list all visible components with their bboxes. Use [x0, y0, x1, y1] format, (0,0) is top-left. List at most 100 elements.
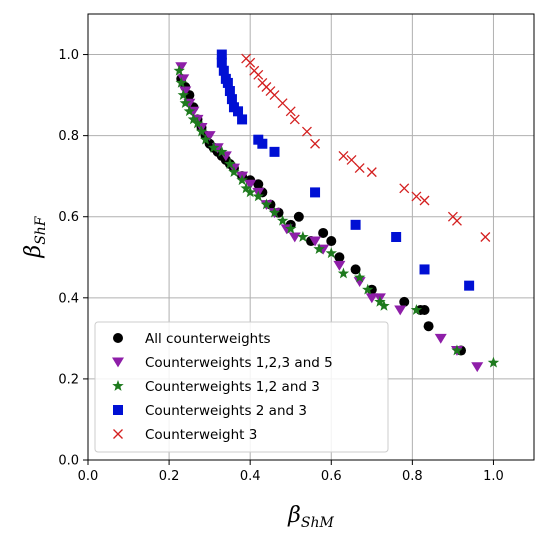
data-point-star	[175, 76, 187, 88]
x-tick-label: 0.4	[240, 469, 261, 484]
data-point-star	[179, 97, 192, 109]
data-point-star	[252, 190, 264, 202]
data-point-star	[177, 89, 189, 100]
data-point-x	[354, 163, 365, 174]
legend-box	[94, 321, 389, 453]
data-point-circle	[253, 179, 264, 190]
plot-frame	[87, 13, 535, 461]
x-marker-stroke	[289, 114, 300, 125]
data-point-star	[276, 214, 289, 226]
data-point-triangle-down	[175, 62, 188, 73]
x-marker-stroke	[452, 215, 462, 226]
legend-marker-triangle-down	[112, 357, 124, 368]
data-point-square	[237, 114, 248, 125]
x-marker-stroke	[269, 90, 280, 101]
data-point-triangle-down	[353, 277, 366, 287]
y-tick-label: 0.4	[58, 291, 79, 306]
data-point-x	[277, 98, 288, 109]
x-marker-stroke	[277, 98, 288, 109]
legend-entry-label: Counterweights 2 and 3	[145, 403, 307, 419]
data-point-star	[297, 231, 309, 242]
data-point-square	[419, 264, 430, 275]
data-point-star	[268, 206, 281, 218]
data-point-square	[257, 138, 268, 149]
data-point-triangle-down	[394, 305, 407, 316]
y-tick-label: 1.0	[58, 48, 79, 63]
data-point-star	[240, 182, 252, 194]
data-point-star	[451, 344, 463, 356]
x-axis-label-subscript: ShM	[301, 515, 335, 531]
x-marker-stroke	[338, 150, 349, 161]
data-point-square	[226, 94, 237, 105]
data-point-square	[216, 57, 227, 68]
data-point-star	[410, 303, 423, 315]
y-axis-label-subscript: ShF	[33, 215, 49, 245]
data-point-x	[289, 114, 300, 125]
data-point-x	[245, 57, 256, 68]
y-tick-label: 0.8	[58, 129, 79, 144]
x-marker-stroke	[113, 429, 123, 439]
data-point-star	[325, 247, 337, 259]
data-point-triangle-down	[333, 260, 346, 271]
data-point-star	[236, 174, 248, 186]
x-tick-label: 0.2	[159, 469, 180, 484]
x-marker-stroke	[310, 138, 321, 149]
x-marker-stroke	[366, 167, 377, 178]
data-point-star	[260, 198, 273, 210]
legend: All counterweights Counterweights 1,2,3 a…	[94, 321, 389, 453]
x-marker-stroke	[480, 232, 491, 242]
data-point-circle	[423, 321, 434, 332]
data-point-x	[310, 138, 321, 149]
x-marker-stroke	[346, 155, 357, 165]
data-point-x	[346, 155, 357, 165]
data-point-square	[233, 106, 244, 117]
legend-marker-star	[112, 380, 124, 391]
series-square	[216, 49, 475, 291]
data-point-circle	[399, 296, 410, 307]
data-point-circle	[326, 236, 337, 247]
data-point-circle	[350, 264, 361, 275]
x-tick-label: 0.0	[78, 469, 99, 484]
data-point-star	[374, 295, 386, 307]
x-marker-stroke	[419, 195, 430, 206]
data-point-star	[187, 113, 200, 125]
legend-marker-square	[113, 405, 123, 415]
data-point-square	[216, 49, 227, 60]
data-points	[173, 49, 500, 373]
y-tick-label: 0.6	[58, 210, 79, 225]
data-point-x	[301, 126, 312, 137]
data-point-x	[452, 215, 462, 226]
legend-entry-label: Counterweight 3	[145, 427, 257, 443]
data-point-triangle-down	[179, 86, 192, 97]
data-point-triangle-down	[288, 232, 301, 243]
data-point-square	[350, 219, 361, 230]
data-point-star	[285, 222, 297, 234]
data-point-triangle-down	[244, 179, 257, 190]
series-star	[173, 64, 500, 368]
x-marker-stroke	[411, 191, 422, 202]
data-point-circle	[334, 252, 345, 263]
data-point-circle	[293, 211, 304, 222]
data-point-x	[338, 150, 349, 161]
data-point-star	[313, 243, 325, 255]
data-point-x	[411, 191, 422, 202]
data-point-square	[310, 187, 321, 198]
x-marker-stroke	[245, 57, 256, 68]
legend-entry-label: Counterweights 1,2,3 and 5	[145, 355, 333, 371]
data-point-star	[224, 158, 236, 169]
x-axis-label: βShM	[287, 503, 334, 531]
data-point-circle	[318, 227, 329, 238]
data-point-star	[362, 283, 374, 295]
data-point-star	[337, 267, 350, 279]
legend-marker-x	[113, 429, 123, 439]
data-point-star	[244, 186, 256, 198]
data-point-triangle-down	[309, 236, 322, 247]
legend-entry-label: All counterweights	[145, 331, 271, 347]
data-point-square	[269, 146, 280, 157]
data-point-x	[285, 106, 296, 117]
data-point-square	[464, 280, 475, 291]
data-point-star	[199, 133, 212, 145]
x-marker-stroke	[354, 163, 365, 174]
data-point-star	[228, 166, 240, 177]
data-point-x	[399, 183, 410, 194]
